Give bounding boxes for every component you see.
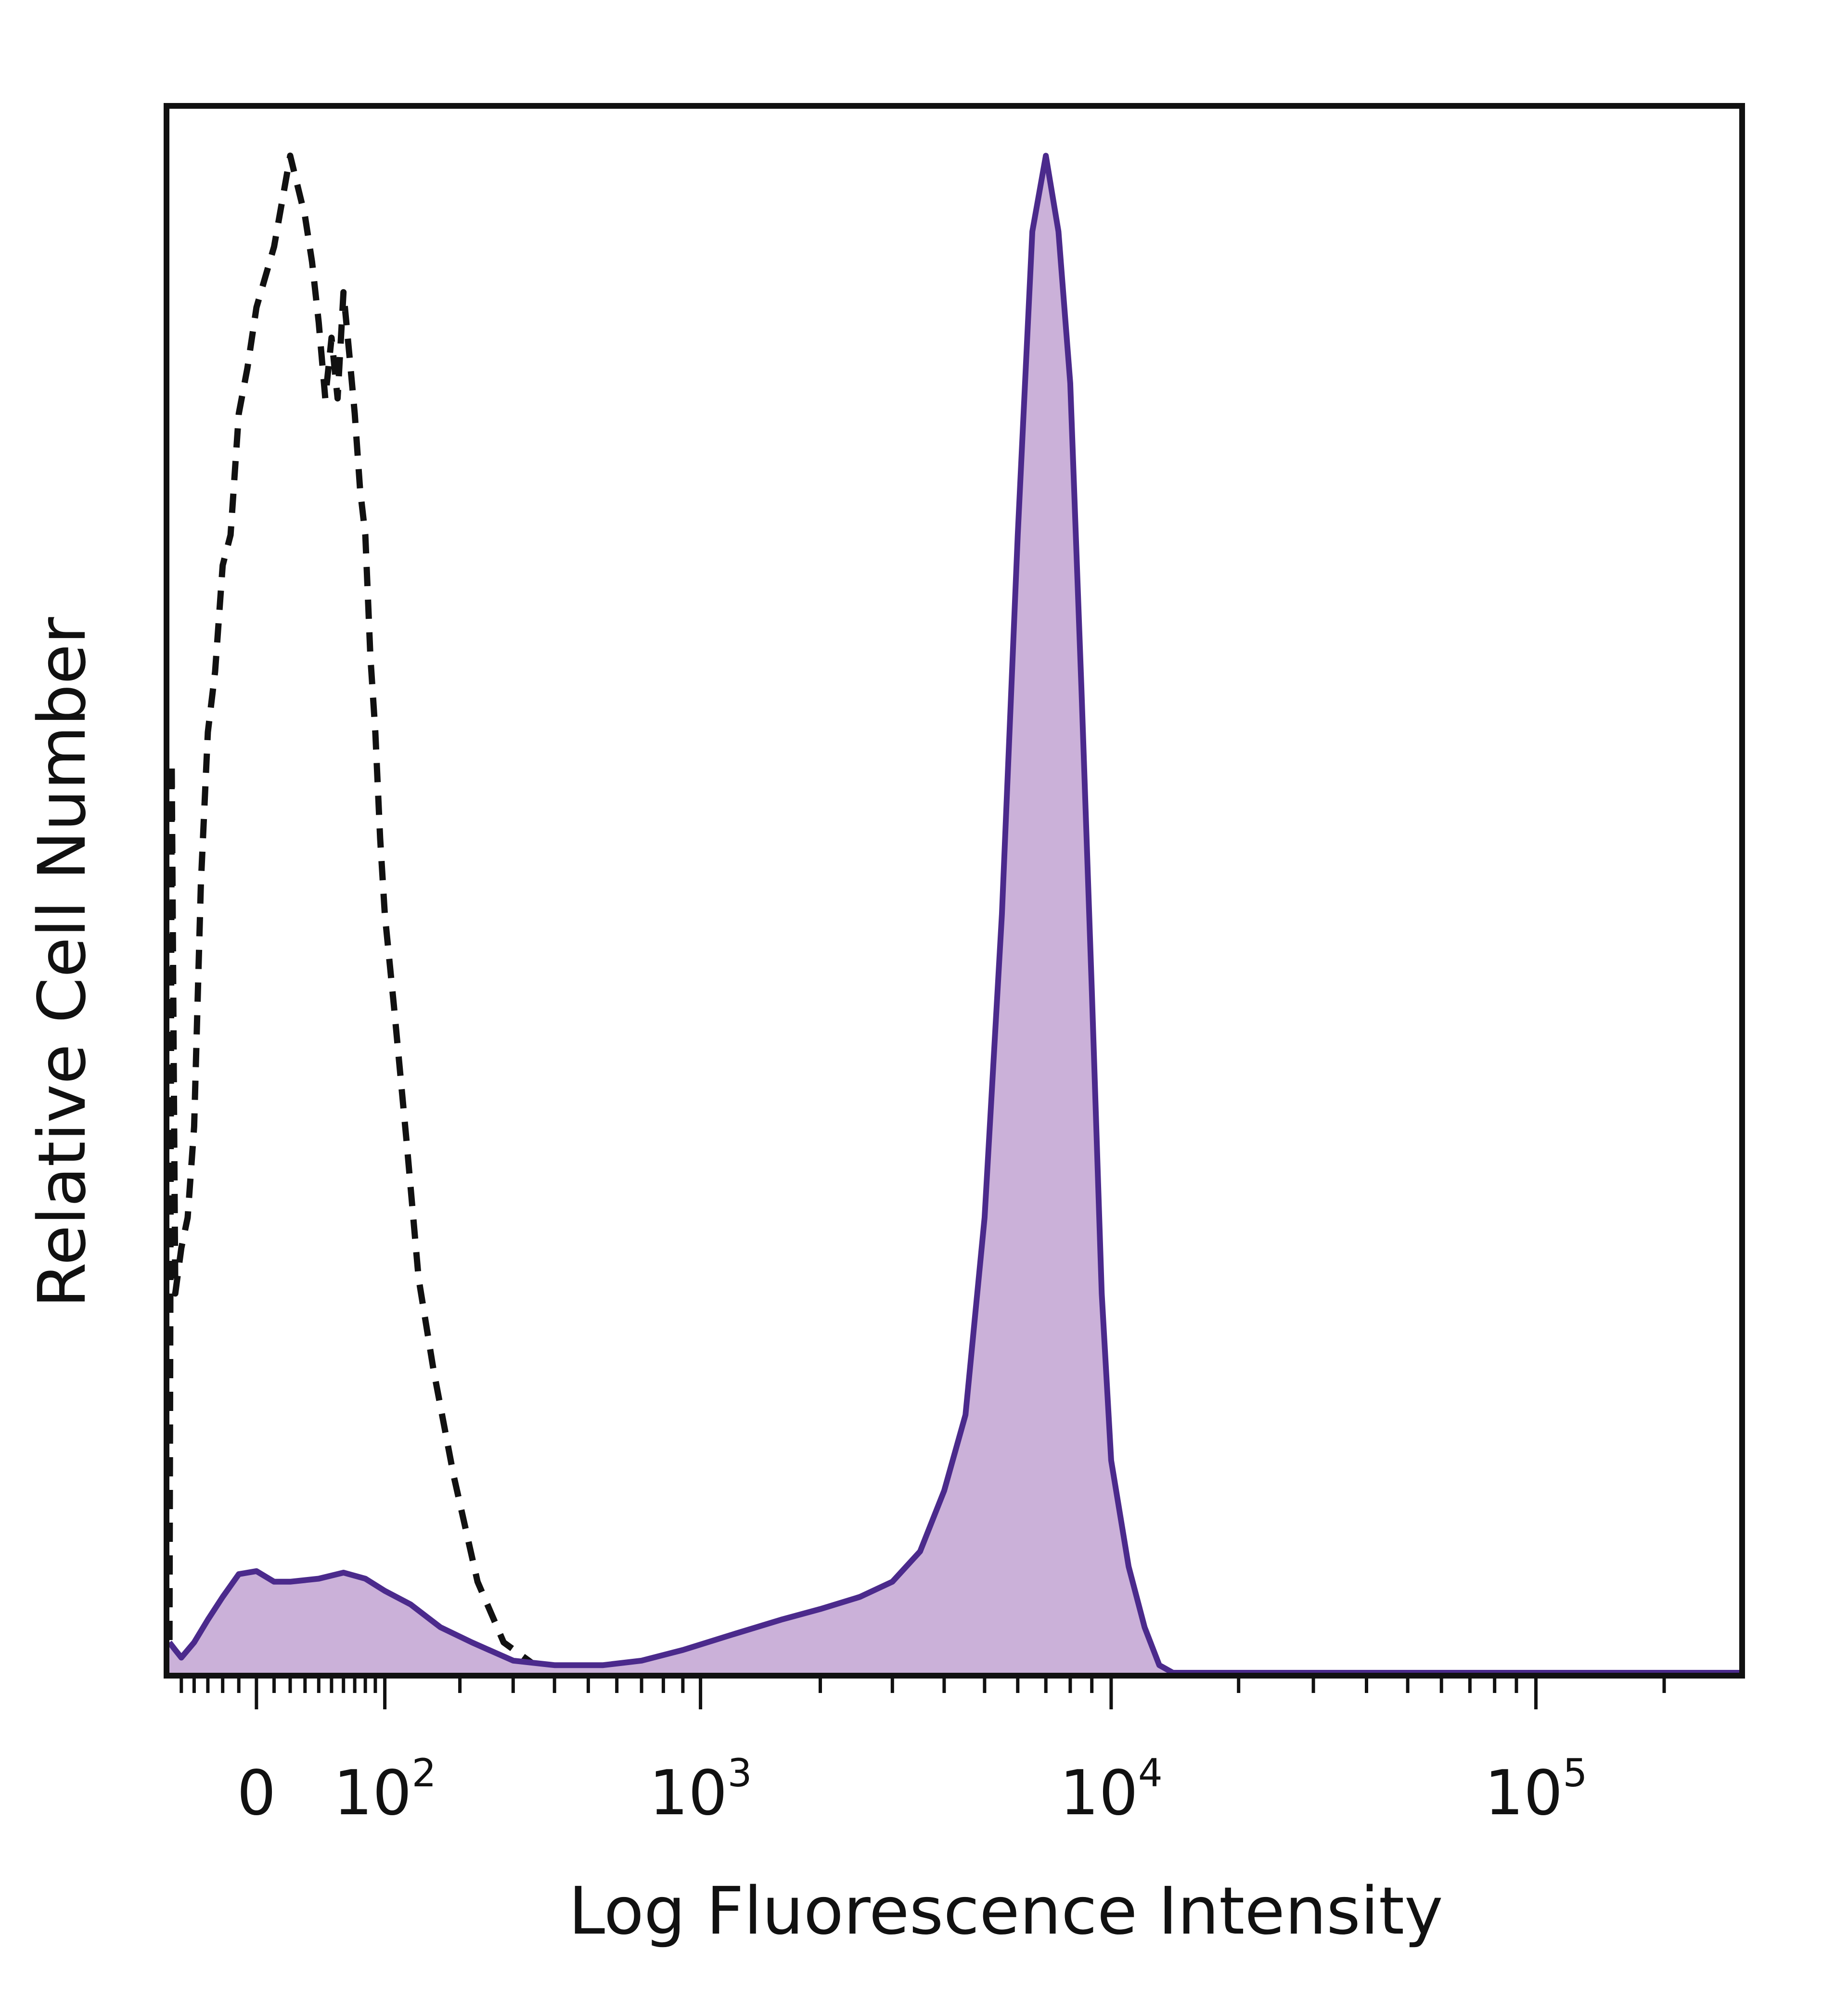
- x-tick-label: 103: [649, 1751, 752, 1829]
- x-tick-label: 104: [1060, 1751, 1163, 1829]
- dashed-histogram: [166, 153, 617, 1676]
- x-tick-label: 0: [237, 1757, 276, 1829]
- x-tick-label: 105: [1485, 1751, 1588, 1829]
- plot-frame: [164, 103, 1745, 1679]
- filled-histogram: [167, 153, 1739, 1676]
- y-axis-title: Relative Cell Number: [25, 617, 101, 1308]
- x-axis-title: Log Fluorescence Intensity: [568, 1873, 1443, 1949]
- x-tick-label: 102: [334, 1751, 436, 1829]
